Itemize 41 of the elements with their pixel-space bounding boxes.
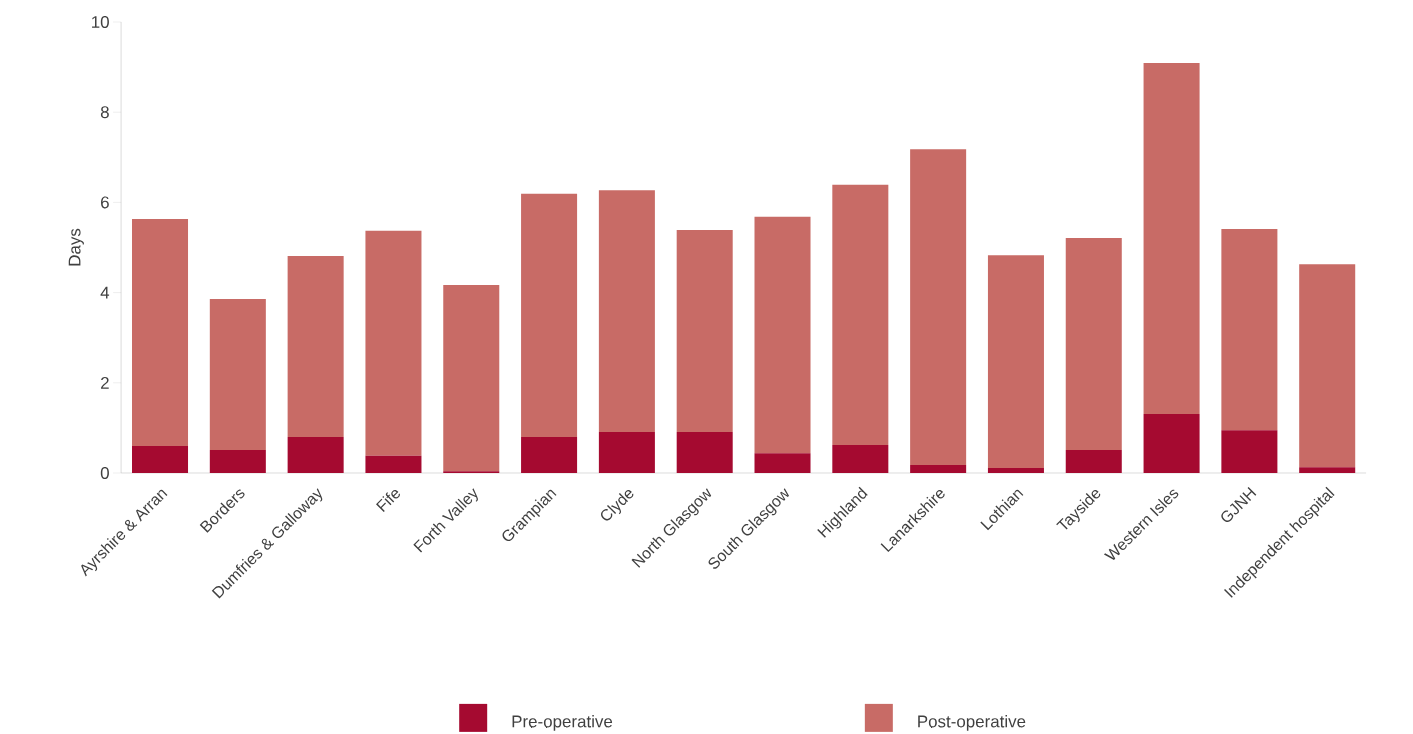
legend-label: Post-operative bbox=[918, 715, 1026, 731]
bar bbox=[1221, 430, 1278, 474]
bar bbox=[209, 450, 266, 474]
bar bbox=[132, 446, 189, 474]
bar bbox=[209, 298, 266, 451]
bar bbox=[987, 255, 1044, 469]
bar bbox=[754, 453, 811, 474]
y-tick-label: 4 bbox=[100, 286, 110, 299]
bar bbox=[521, 436, 578, 474]
bar bbox=[443, 284, 500, 472]
bar bbox=[1143, 413, 1200, 474]
bar bbox=[598, 190, 655, 433]
bar bbox=[287, 436, 344, 474]
legend-label: Pre-operative bbox=[512, 715, 613, 731]
bar bbox=[365, 230, 422, 456]
bar bbox=[987, 468, 1044, 474]
y-tick-label: 2 bbox=[101, 376, 109, 389]
bar bbox=[832, 445, 889, 474]
y-axis-title: Days bbox=[68, 228, 84, 266]
bar bbox=[287, 256, 344, 437]
y-tick-label: 0 bbox=[100, 467, 109, 480]
bar bbox=[1299, 264, 1356, 468]
bar bbox=[754, 216, 811, 454]
bar bbox=[1065, 450, 1122, 474]
bar bbox=[132, 219, 189, 446]
y-tick-label: 10 bbox=[92, 16, 109, 29]
bar bbox=[1143, 63, 1200, 414]
bar bbox=[598, 432, 655, 474]
y-tick-label: 6 bbox=[101, 196, 109, 209]
bar bbox=[676, 229, 733, 433]
bar bbox=[521, 193, 578, 437]
bar bbox=[365, 455, 422, 474]
bar bbox=[1065, 238, 1122, 451]
bar bbox=[1221, 229, 1278, 431]
bar bbox=[832, 184, 889, 446]
bar bbox=[1299, 467, 1356, 474]
bar bbox=[676, 432, 733, 474]
y-tick-label: 8 bbox=[100, 106, 109, 119]
bar bbox=[910, 464, 967, 474]
bar bbox=[910, 149, 967, 465]
x-tick-label: Fife bbox=[376, 490, 400, 513]
